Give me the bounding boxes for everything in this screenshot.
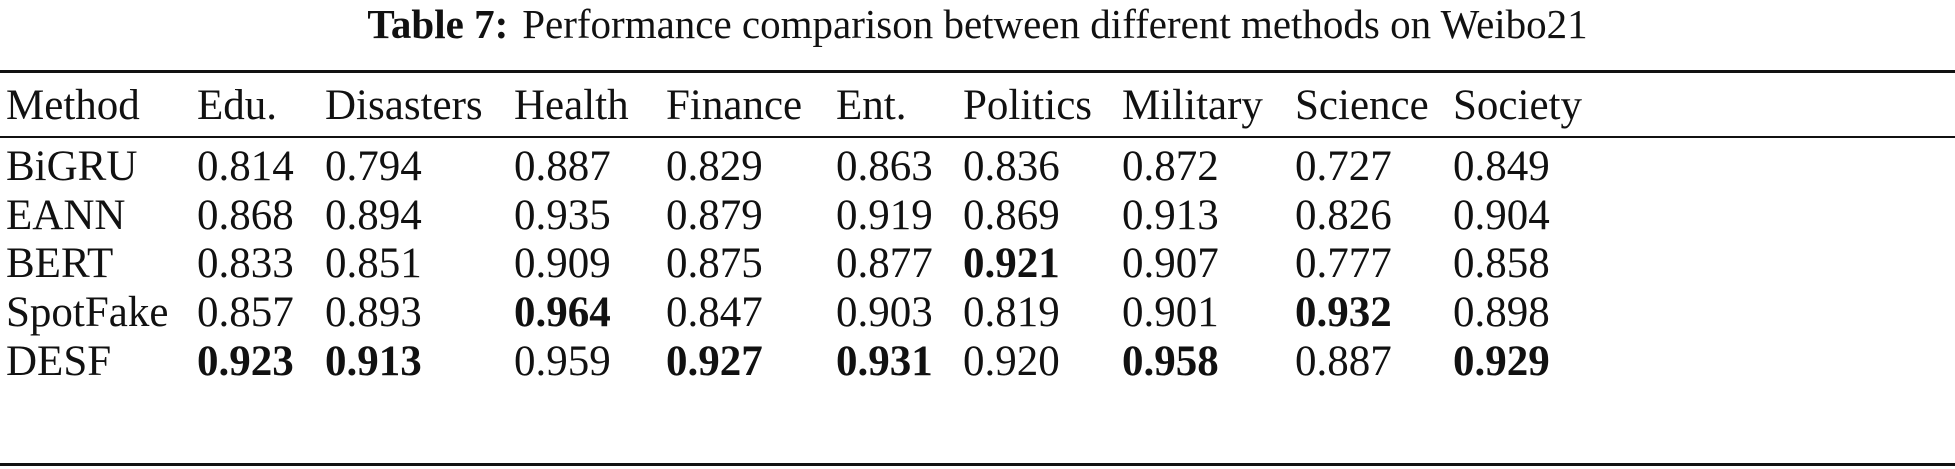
column-header: Finance — [666, 82, 803, 129]
score-cell: 0.858 — [1453, 240, 1550, 287]
score-cell: 0.875 — [666, 240, 763, 287]
score-cell: 0.893 — [325, 289, 422, 336]
method-cell: BiGRU — [6, 143, 138, 190]
score-cell: 0.901 — [1122, 289, 1219, 336]
best-score-cell: 0.929 — [1453, 338, 1550, 385]
score-cell: 0.829 — [666, 143, 763, 190]
bottom-rule — [0, 463, 1955, 466]
column-header: Politics — [963, 82, 1093, 129]
caption-text: Performance comparison between different… — [522, 1, 1588, 47]
score-cell: 0.872 — [1122, 143, 1219, 190]
column-header: Science — [1295, 82, 1429, 129]
score-cell: 0.851 — [325, 240, 422, 287]
score-cell: 0.887 — [1295, 338, 1392, 385]
score-cell: 0.847 — [666, 289, 763, 336]
score-cell: 0.869 — [963, 192, 1060, 239]
score-cell: 0.836 — [963, 143, 1060, 190]
score-cell: 0.879 — [666, 192, 763, 239]
header-rule — [0, 136, 1955, 138]
score-cell: 0.794 — [325, 143, 422, 190]
column-header: Disasters — [325, 82, 483, 129]
best-score-cell: 0.923 — [197, 338, 294, 385]
score-cell: 0.904 — [1453, 192, 1550, 239]
score-cell: 0.894 — [325, 192, 422, 239]
score-cell: 0.903 — [836, 289, 933, 336]
score-cell: 0.877 — [836, 240, 933, 287]
column-header: Edu. — [197, 82, 278, 129]
best-score-cell: 0.921 — [963, 240, 1060, 287]
score-cell: 0.898 — [1453, 289, 1550, 336]
table-caption: Table 7: Performance comparison between d… — [0, 0, 1955, 48]
column-header: Military — [1122, 82, 1263, 129]
score-cell: 0.920 — [963, 338, 1060, 385]
score-cell: 0.857 — [197, 289, 294, 336]
column-header: Method — [6, 82, 140, 129]
column-header: Health — [514, 82, 629, 129]
best-score-cell: 0.913 — [325, 338, 422, 385]
score-cell: 0.863 — [836, 143, 933, 190]
score-cell: 0.887 — [514, 143, 611, 190]
best-score-cell: 0.958 — [1122, 338, 1219, 385]
score-cell: 0.814 — [197, 143, 294, 190]
top-rule — [0, 70, 1955, 73]
score-cell: 0.777 — [1295, 240, 1392, 287]
caption-label: Table 7: — [367, 1, 509, 47]
best-score-cell: 0.932 — [1295, 289, 1392, 336]
method-cell: EANN — [6, 192, 126, 239]
method-cell: DESF — [6, 338, 112, 385]
method-cell: BERT — [6, 240, 114, 287]
score-cell: 0.826 — [1295, 192, 1392, 239]
score-cell: 0.919 — [836, 192, 933, 239]
best-score-cell: 0.931 — [836, 338, 933, 385]
method-cell: SpotFake — [6, 289, 169, 336]
score-cell: 0.727 — [1295, 143, 1392, 190]
score-cell: 0.913 — [1122, 192, 1219, 239]
score-cell: 0.849 — [1453, 143, 1550, 190]
score-cell: 0.819 — [963, 289, 1060, 336]
score-cell: 0.833 — [197, 240, 294, 287]
score-cell: 0.868 — [197, 192, 294, 239]
score-cell: 0.909 — [514, 240, 611, 287]
score-cell: 0.959 — [514, 338, 611, 385]
best-score-cell: 0.927 — [666, 338, 763, 385]
best-score-cell: 0.964 — [514, 289, 611, 336]
score-cell: 0.935 — [514, 192, 611, 239]
score-cell: 0.907 — [1122, 240, 1219, 287]
column-header: Society — [1453, 82, 1582, 129]
column-header: Ent. — [836, 82, 907, 129]
